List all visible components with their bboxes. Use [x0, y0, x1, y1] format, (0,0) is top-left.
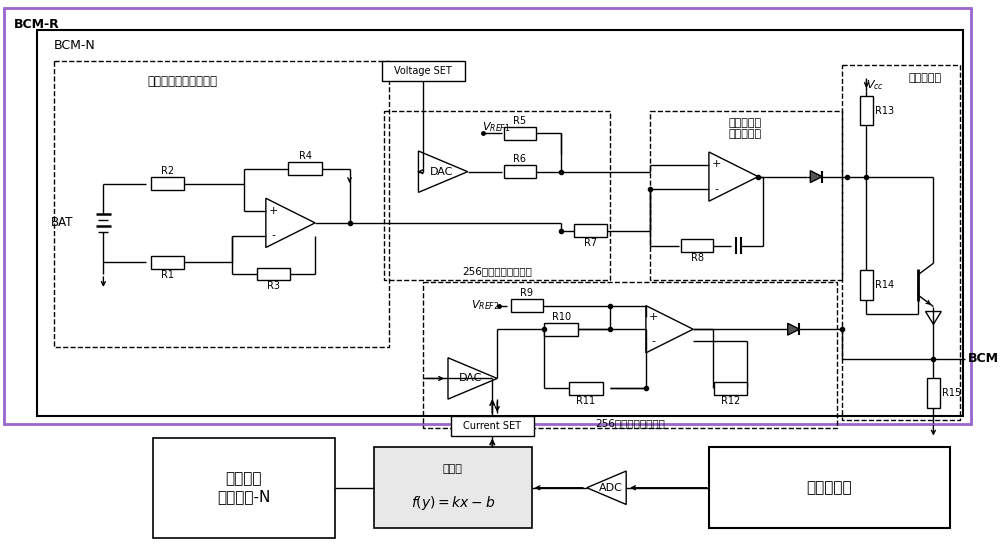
- Text: DAC: DAC: [459, 373, 482, 383]
- Text: BCM: BCM: [968, 352, 999, 365]
- Text: R2: R2: [161, 166, 174, 176]
- Text: 输出级单元: 输出级单元: [909, 73, 942, 83]
- Bar: [257, 268, 290, 281]
- Text: +: +: [712, 159, 721, 169]
- Text: R9: R9: [520, 288, 533, 298]
- Bar: [511, 299, 543, 312]
- Bar: [842, 65, 960, 420]
- Text: 运算器: 运算器: [443, 464, 463, 474]
- Text: R8: R8: [691, 253, 704, 263]
- Bar: [153, 438, 335, 538]
- Text: R1: R1: [161, 269, 174, 280]
- Text: DAC: DAC: [429, 167, 453, 177]
- Text: $V_{REF1}$: $V_{REF1}$: [482, 121, 511, 134]
- Polygon shape: [810, 170, 822, 183]
- Text: 智能管理
控制单元-N: 智能管理 控制单元-N: [217, 472, 270, 504]
- Bar: [544, 323, 578, 335]
- Bar: [504, 127, 536, 140]
- Polygon shape: [788, 323, 799, 335]
- Text: BAT: BAT: [51, 216, 74, 229]
- Text: +: +: [649, 312, 658, 323]
- Text: 256档位电压生成单元: 256档位电压生成单元: [462, 266, 532, 276]
- Bar: [4, 8, 971, 424]
- Bar: [37, 30, 963, 416]
- Text: R15: R15: [942, 388, 961, 398]
- Bar: [569, 382, 603, 395]
- Text: R3: R3: [267, 282, 280, 291]
- Text: R7: R7: [584, 238, 597, 248]
- Bar: [714, 382, 747, 395]
- Bar: [451, 416, 534, 435]
- Bar: [681, 239, 713, 252]
- Text: BCM-R: BCM-R: [14, 18, 60, 31]
- Text: 主误差信号: 主误差信号: [807, 480, 852, 495]
- Text: -: -: [652, 336, 656, 346]
- Text: 蓄电池组电压采样电路: 蓄电池组电压采样电路: [147, 75, 217, 88]
- Bar: [151, 256, 184, 269]
- Text: -: -: [272, 230, 276, 240]
- Text: $V_{cc}$: $V_{cc}$: [866, 78, 884, 92]
- Text: $f(y) = kx - b$: $f(y) = kx - b$: [411, 494, 495, 511]
- Text: 蓄电池电压
误差放大器: 蓄电池电压 误差放大器: [729, 117, 762, 139]
- Text: BCM-N: BCM-N: [54, 39, 96, 52]
- Bar: [709, 447, 950, 528]
- Bar: [382, 61, 465, 81]
- Bar: [860, 270, 873, 300]
- Bar: [384, 111, 610, 280]
- Text: Voltage SET: Voltage SET: [394, 67, 452, 76]
- Bar: [574, 224, 607, 237]
- Bar: [650, 111, 842, 280]
- Text: R12: R12: [721, 396, 740, 406]
- Text: R13: R13: [875, 106, 894, 116]
- Bar: [860, 96, 873, 125]
- Bar: [927, 378, 940, 408]
- Bar: [504, 165, 536, 178]
- Text: R6: R6: [513, 154, 526, 164]
- Text: R4: R4: [299, 151, 312, 162]
- Bar: [374, 447, 532, 528]
- Text: ADC: ADC: [599, 483, 622, 492]
- Text: R5: R5: [513, 116, 526, 126]
- Text: R11: R11: [576, 396, 595, 406]
- Text: Current SET: Current SET: [463, 421, 521, 431]
- Bar: [151, 177, 184, 190]
- Bar: [288, 162, 322, 175]
- Text: $V_{REF2}$: $V_{REF2}$: [471, 299, 499, 312]
- Text: R10: R10: [552, 312, 571, 322]
- Bar: [54, 61, 389, 347]
- Text: 256档位电流生成单元: 256档位电流生成单元: [595, 418, 665, 428]
- Text: R14: R14: [875, 280, 894, 290]
- Text: +: +: [269, 206, 278, 216]
- Bar: [423, 282, 837, 428]
- Text: -: -: [715, 184, 719, 194]
